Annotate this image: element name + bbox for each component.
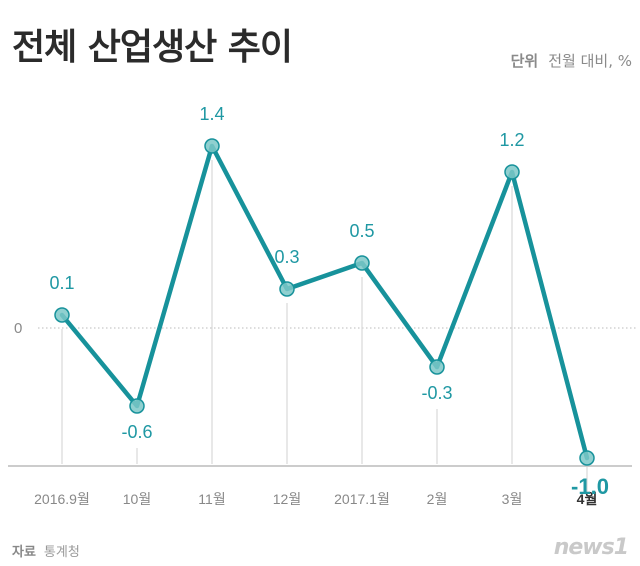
data-label: -1.0 bbox=[571, 474, 609, 499]
data-point bbox=[279, 281, 295, 297]
data-label: -0.6 bbox=[121, 422, 152, 442]
data-label: 0.5 bbox=[349, 221, 374, 241]
x-tick-label: 2월 bbox=[427, 491, 448, 507]
data-point bbox=[429, 359, 445, 375]
news1-logo: news1 bbox=[553, 535, 629, 560]
source-note: 자료 통계청 bbox=[12, 541, 80, 560]
data-point bbox=[204, 138, 220, 154]
data-point bbox=[129, 398, 145, 414]
x-tick-label: 11월 bbox=[198, 491, 225, 507]
data-point bbox=[54, 307, 70, 323]
chart-title: 전체 산업생산 추이 bbox=[12, 27, 293, 68]
series-line bbox=[59, 143, 590, 461]
y-tick-label: 0 bbox=[14, 320, 22, 337]
source-value: 통계청 bbox=[43, 545, 80, 560]
x-tick-label: 12월 bbox=[273, 491, 301, 507]
data-label: 1.2 bbox=[499, 130, 524, 150]
data-point bbox=[354, 255, 370, 271]
data-label: 0.1 bbox=[49, 273, 74, 293]
data-label: 1.4 bbox=[199, 104, 224, 124]
data-label: 0.3 bbox=[274, 247, 299, 267]
data-label: -0.3 bbox=[421, 383, 452, 403]
x-tick-label: 10월 bbox=[123, 491, 151, 507]
unit-label: 단위 bbox=[510, 52, 539, 70]
unit-value: 전월 대비, % bbox=[548, 52, 632, 70]
data-point bbox=[504, 164, 520, 180]
source-label: 자료 bbox=[12, 545, 36, 560]
x-tick-label: 2016.9월 bbox=[34, 491, 90, 507]
x-tick-label: 2017.1월 bbox=[334, 491, 390, 507]
x-tick-label: 4월 bbox=[577, 491, 598, 507]
data-point bbox=[579, 450, 595, 466]
unit-note: 단위 전월 대비, % bbox=[511, 50, 632, 71]
x-tick-label: 3월 bbox=[502, 491, 523, 507]
